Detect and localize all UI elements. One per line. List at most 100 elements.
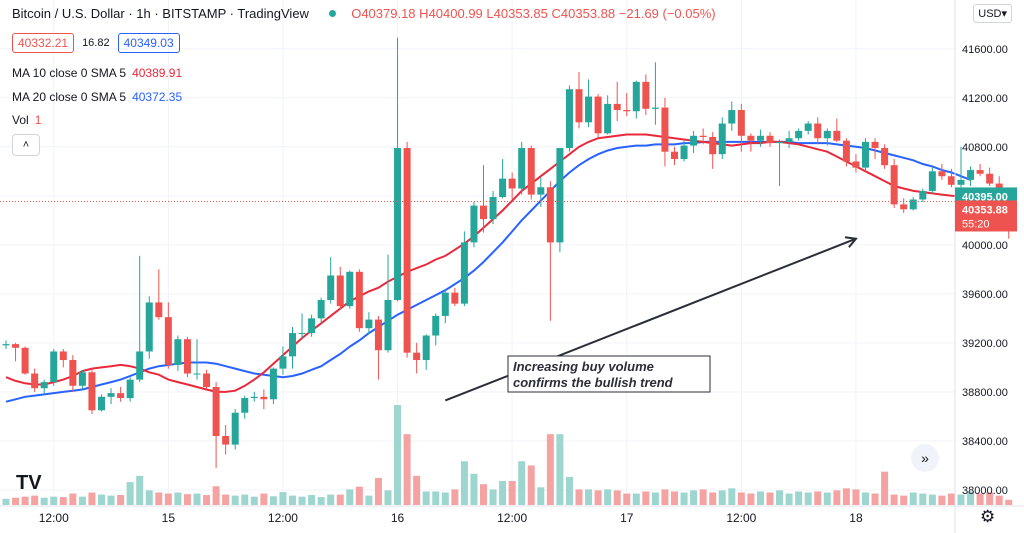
double-chevron-right-icon: » bbox=[921, 450, 929, 466]
volume-bar bbox=[489, 489, 497, 505]
ma20-legend[interactable]: MA 20 close 0 SMA 5 40372.35 bbox=[12, 90, 182, 104]
scroll-to-realtime-button[interactable]: » bbox=[911, 444, 939, 472]
candle-body bbox=[642, 81, 650, 109]
volume-bar bbox=[546, 434, 554, 505]
volume-bar bbox=[250, 496, 258, 505]
y-tick-label: 40800.00 bbox=[962, 142, 1008, 154]
candle-body bbox=[470, 205, 478, 243]
volume-legend[interactable]: Vol 1 bbox=[12, 113, 41, 127]
volume-bar bbox=[203, 495, 211, 505]
volume-bar bbox=[537, 487, 545, 505]
candle-body bbox=[250, 396, 258, 399]
annotation-line-2: confirms the bullish trend bbox=[513, 375, 674, 390]
candle-body bbox=[289, 333, 296, 357]
candle-body bbox=[671, 151, 678, 160]
x-tick-label: 15 bbox=[162, 511, 176, 525]
candle-body bbox=[728, 110, 736, 124]
candle-body bbox=[117, 393, 125, 399]
candle-body bbox=[737, 110, 745, 136]
volume-bar bbox=[957, 494, 965, 505]
spread-value: 16.82 bbox=[82, 37, 110, 49]
candle-body bbox=[585, 96, 593, 123]
volume-bar bbox=[374, 477, 382, 505]
candle-body bbox=[546, 187, 554, 243]
volume-bar bbox=[785, 493, 793, 505]
gear-icon[interactable]: ⚙ bbox=[980, 507, 996, 526]
volume-bar bbox=[928, 494, 936, 505]
volume-bar bbox=[365, 495, 373, 505]
volume-bar bbox=[21, 496, 29, 505]
volume-bar bbox=[231, 495, 239, 505]
annotation-line-1: Increasing buy volume bbox=[513, 359, 654, 374]
candle-body bbox=[508, 178, 516, 189]
candle-body bbox=[298, 333, 306, 335]
candle-body bbox=[451, 292, 459, 304]
volume-bar bbox=[298, 496, 306, 505]
volume-bar bbox=[1005, 499, 1013, 505]
candle-body bbox=[336, 275, 344, 307]
candle-body bbox=[709, 137, 717, 155]
candle-body bbox=[441, 292, 449, 316]
symbol-title[interactable]: Bitcoin / U.S. Dollar · 1h · BITSTAMP · … bbox=[12, 6, 309, 21]
volume-bar bbox=[871, 493, 879, 505]
ma10-line bbox=[5, 133, 971, 393]
candle-body bbox=[518, 148, 526, 189]
volume-bar bbox=[938, 495, 946, 505]
volume-bar bbox=[585, 489, 593, 505]
y-tick-label: 38000.00 bbox=[962, 485, 1008, 497]
candle-body bbox=[78, 372, 86, 386]
volume-bar bbox=[976, 493, 984, 505]
low-value: 40353.85 bbox=[493, 6, 548, 21]
tradingview-logo[interactable]: TV bbox=[16, 472, 42, 494]
candle-body bbox=[776, 141, 784, 144]
candle-body bbox=[499, 178, 507, 198]
volume-bar bbox=[12, 497, 20, 505]
volume-bar bbox=[728, 488, 736, 505]
candle-body bbox=[623, 110, 631, 112]
volume-bar bbox=[451, 489, 459, 505]
ma10-value: 40389.91 bbox=[132, 66, 183, 80]
volume-bar bbox=[967, 491, 975, 505]
volume-bar bbox=[394, 405, 402, 505]
volume-bar bbox=[671, 491, 678, 505]
candle-body bbox=[193, 373, 201, 375]
candle-body bbox=[384, 299, 392, 351]
volume-bar bbox=[470, 473, 478, 505]
bid-ask-row: 40332.21 16.82 40349.03 bbox=[12, 33, 180, 53]
volume-bar bbox=[890, 494, 898, 505]
volume-bar bbox=[98, 494, 105, 505]
volume-bar bbox=[718, 490, 726, 505]
volume-bar bbox=[441, 492, 449, 505]
candle-body bbox=[900, 204, 908, 210]
volume-bar bbox=[2, 498, 10, 505]
volume-bar bbox=[50, 496, 58, 505]
volume-bar bbox=[136, 475, 144, 505]
candle-body bbox=[699, 135, 707, 137]
ma20-line bbox=[5, 140, 971, 403]
chart-legend-header: Bitcoin / U.S. Dollar · 1h · BITSTAMP · … bbox=[12, 6, 716, 21]
buy-price-button[interactable]: 40349.03 bbox=[117, 33, 180, 53]
ma10-legend[interactable]: MA 10 close 0 SMA 5 40389.91 bbox=[12, 66, 182, 80]
last-price-tag bbox=[955, 200, 1017, 232]
candle-body bbox=[967, 170, 975, 180]
candle-body bbox=[947, 176, 955, 185]
candle-body bbox=[413, 352, 421, 361]
candle-body bbox=[107, 393, 115, 397]
collapse-legend-button[interactable]: ˄ bbox=[12, 134, 40, 156]
currency-select[interactable]: USD▾ bbox=[973, 4, 1012, 23]
volume-bar bbox=[59, 497, 67, 505]
ma10-label: MA 10 close 0 SMA 5 bbox=[12, 66, 127, 80]
sell-price-button[interactable]: 40332.21 bbox=[12, 33, 75, 53]
volume-bar bbox=[661, 489, 669, 505]
candle-body bbox=[460, 242, 468, 304]
volume-bar bbox=[88, 492, 96, 505]
chevron-up-icon: ˄ bbox=[22, 139, 30, 151]
candle-body bbox=[422, 335, 430, 361]
volume-bar bbox=[107, 495, 115, 505]
volume-bar bbox=[642, 491, 650, 505]
volume-bar bbox=[527, 465, 535, 505]
candle-body bbox=[527, 148, 535, 195]
ma20-value: 40372.35 bbox=[132, 90, 183, 104]
high-value: 40400.99 bbox=[428, 6, 483, 21]
